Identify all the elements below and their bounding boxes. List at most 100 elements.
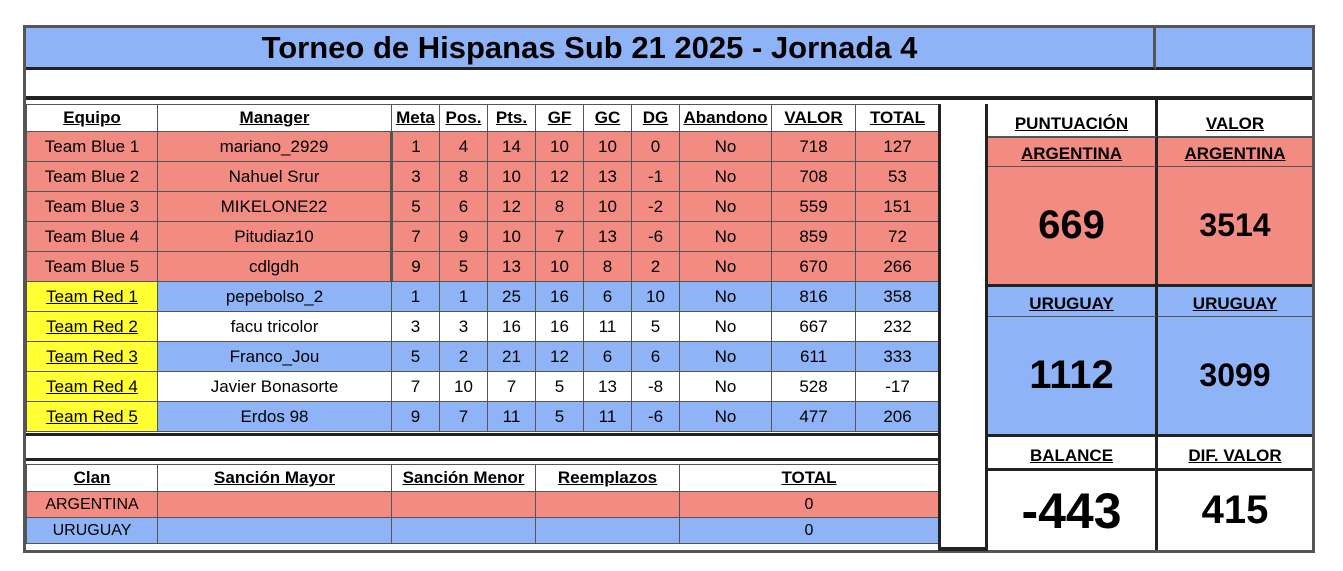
- dg-cell[interactable]: 6: [631, 341, 680, 372]
- pts-cell[interactable]: 13: [487, 251, 536, 282]
- dg-cell[interactable]: -6: [631, 401, 680, 432]
- dg-cell[interactable]: -2: [631, 191, 680, 222]
- gc-cell[interactable]: 8: [583, 251, 632, 282]
- abandono-cell[interactable]: No: [679, 281, 772, 312]
- valor-cell[interactable]: 670: [771, 251, 856, 282]
- header-manager[interactable]: Manager: [157, 104, 392, 132]
- abandono-cell[interactable]: No: [679, 251, 772, 282]
- sancion-menor-cell[interactable]: [391, 491, 536, 518]
- meta-cell[interactable]: 5: [391, 341, 440, 372]
- sancion-mayor-cell[interactable]: [157, 517, 392, 544]
- argentina-valor-label[interactable]: ARGENTINA: [1158, 136, 1312, 166]
- blank-row[interactable]: [26, 70, 1312, 100]
- abandono-cell[interactable]: No: [679, 371, 772, 402]
- header-reemplazos[interactable]: Reemplazos: [535, 464, 680, 492]
- team-cell[interactable]: Team Blue 4: [26, 221, 158, 252]
- pts-cell[interactable]: 10: [487, 221, 536, 252]
- pts-cell[interactable]: 11: [487, 401, 536, 432]
- header-equipo[interactable]: Equipo: [26, 104, 158, 132]
- pos-cell[interactable]: 7: [439, 401, 488, 432]
- gc-cell[interactable]: 11: [583, 401, 632, 432]
- total-cell[interactable]: 232: [855, 311, 940, 342]
- reemplazos-cell[interactable]: [535, 517, 680, 544]
- header-penalty-total[interactable]: TOTAL: [679, 464, 939, 492]
- gf-cell[interactable]: 5: [535, 371, 584, 402]
- abandono-cell[interactable]: No: [679, 131, 772, 162]
- penalty-total-cell[interactable]: 0: [679, 517, 939, 544]
- header-gf[interactable]: GF: [535, 104, 584, 132]
- argentina-valor[interactable]: 3514: [1158, 166, 1312, 284]
- uruguay-valor-label[interactable]: URUGUAY: [1158, 284, 1312, 316]
- team-cell[interactable]: Team Blue 5: [26, 251, 158, 282]
- gc-cell[interactable]: 13: [583, 371, 632, 402]
- dg-cell[interactable]: -8: [631, 371, 680, 402]
- manager-cell[interactable]: MIKELONE22: [157, 191, 393, 222]
- balance-header[interactable]: BALANCE: [988, 434, 1158, 468]
- meta-cell[interactable]: 5: [391, 191, 440, 222]
- gf-cell[interactable]: 5: [535, 401, 584, 432]
- header-pos[interactable]: Pos.: [439, 104, 488, 132]
- puntuacion-header[interactable]: PUNTUACIÓN: [988, 100, 1158, 136]
- manager-cell[interactable]: pepebolso_2: [157, 281, 392, 312]
- meta-cell[interactable]: 7: [391, 371, 440, 402]
- manager-cell[interactable]: Pitudiaz10: [157, 221, 393, 252]
- header-meta[interactable]: Meta: [391, 104, 440, 132]
- pos-cell[interactable]: 5: [439, 251, 488, 282]
- gf-cell[interactable]: 16: [535, 281, 584, 312]
- header-sancion-menor[interactable]: Sanción Menor: [391, 464, 536, 492]
- team-cell[interactable]: Team Red 3: [26, 341, 158, 372]
- pts-cell[interactable]: 21: [487, 341, 536, 372]
- manager-cell[interactable]: Javier Bonasorte: [157, 371, 392, 402]
- team-cell[interactable]: Team Blue 2: [26, 161, 158, 192]
- valor-header[interactable]: VALOR: [1205, 114, 1265, 133]
- meta-cell[interactable]: 9: [391, 251, 440, 282]
- team-cell[interactable]: Team Red 4: [26, 371, 158, 402]
- team-cell[interactable]: Team Red 1: [26, 281, 158, 312]
- pts-cell[interactable]: 14: [487, 131, 536, 162]
- abandono-cell[interactable]: No: [679, 341, 772, 372]
- gc-cell[interactable]: 13: [583, 161, 632, 192]
- dg-cell[interactable]: -6: [631, 221, 680, 252]
- gc-cell[interactable]: 6: [583, 281, 632, 312]
- valor-cell[interactable]: 611: [771, 341, 856, 372]
- manager-cell[interactable]: cdlgdh: [157, 251, 393, 282]
- sancion-menor-cell[interactable]: [391, 517, 536, 544]
- pts-cell[interactable]: 16: [487, 311, 536, 342]
- total-cell[interactable]: 127: [855, 131, 940, 162]
- manager-cell[interactable]: Erdos 98: [157, 401, 392, 432]
- pts-cell[interactable]: 25: [487, 281, 536, 312]
- total-cell[interactable]: 53: [855, 161, 940, 192]
- team-cell[interactable]: Team Red 5: [26, 401, 158, 432]
- valor-cell[interactable]: 708: [771, 161, 856, 192]
- valor-cell[interactable]: 718: [771, 131, 856, 162]
- manager-cell[interactable]: Franco_Jou: [157, 341, 392, 372]
- valor-cell[interactable]: 859: [771, 221, 856, 252]
- gc-cell[interactable]: 13: [583, 221, 632, 252]
- pos-cell[interactable]: 6: [439, 191, 488, 222]
- pos-cell[interactable]: 8: [439, 161, 488, 192]
- gf-cell[interactable]: 10: [535, 251, 584, 282]
- spacer-row[interactable]: [26, 433, 938, 461]
- header-pts[interactable]: Pts.: [487, 104, 536, 132]
- header-gc[interactable]: GC: [583, 104, 632, 132]
- meta-cell[interactable]: 3: [391, 161, 440, 192]
- pts-cell[interactable]: 10: [487, 161, 536, 192]
- valor-cell[interactable]: 559: [771, 191, 856, 222]
- abandono-cell[interactable]: No: [679, 161, 772, 192]
- header-clan[interactable]: Clan: [26, 464, 158, 492]
- argentina-puntuacion-label[interactable]: ARGENTINA: [988, 136, 1158, 166]
- manager-cell[interactable]: mariano_2929: [157, 131, 393, 162]
- meta-cell[interactable]: 1: [391, 281, 440, 312]
- total-cell[interactable]: 206: [855, 401, 940, 432]
- team-cell[interactable]: Team Red 2: [26, 311, 158, 342]
- meta-cell[interactable]: 1: [391, 131, 440, 162]
- gf-cell[interactable]: 7: [535, 221, 584, 252]
- total-cell[interactable]: -17: [855, 371, 940, 402]
- balance-value[interactable]: -443: [988, 468, 1158, 550]
- dg-cell[interactable]: 0: [631, 131, 680, 162]
- meta-cell[interactable]: 3: [391, 311, 440, 342]
- total-cell[interactable]: 358: [855, 281, 940, 312]
- title-side-cell[interactable]: [1156, 28, 1312, 70]
- total-cell[interactable]: 266: [855, 251, 940, 282]
- valor-cell[interactable]: 816: [771, 281, 856, 312]
